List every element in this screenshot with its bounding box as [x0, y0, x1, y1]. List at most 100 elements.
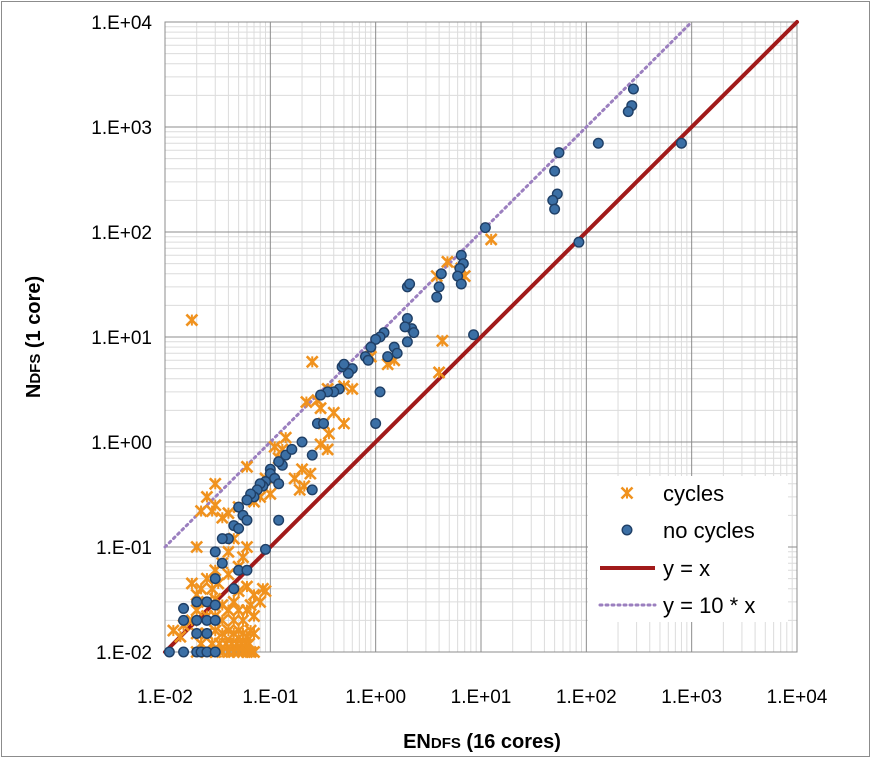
- no-cycles-point: [362, 354, 374, 366]
- cycles-point: [240, 540, 254, 554]
- no-cycles-point: [209, 546, 221, 558]
- no-cycles-point: [306, 484, 318, 496]
- no-cycles-point: [431, 291, 443, 303]
- cycles-point: [293, 483, 307, 497]
- no-cycles-point: [338, 358, 350, 370]
- legend: cycles no cycles y = x y = 10 * x: [588, 476, 788, 622]
- cycles-point: [299, 395, 313, 409]
- cycles-point: [173, 630, 187, 644]
- x-tick-label: 1.E+04: [767, 687, 828, 708]
- no-cycles-point: [315, 389, 327, 401]
- no-cycles-point: [163, 646, 175, 658]
- y-tick-label: 1.E+01: [91, 328, 152, 349]
- legend-label-yx: y = x: [663, 556, 710, 581]
- x-tick-label: 1.E+01: [451, 687, 512, 708]
- y-axis-label: NDFS (1 core): [23, 276, 45, 398]
- no-cycles-point: [241, 564, 253, 576]
- no-cycles-point: [404, 278, 416, 290]
- cycles-point: [337, 417, 351, 430]
- cycles-point: [432, 365, 446, 379]
- x-tick-label: 1.E+00: [345, 687, 406, 708]
- no-cycles-point: [549, 203, 561, 215]
- no-cycles-point: [455, 278, 467, 290]
- cycles-point: [303, 467, 317, 481]
- no-cycles-point: [191, 596, 203, 608]
- no-cycles-point: [627, 83, 639, 95]
- cycles-point: [322, 427, 336, 441]
- no-cycles-point: [382, 351, 394, 363]
- x-tick-label: 1.E-02: [137, 687, 193, 708]
- cycles-point: [435, 334, 449, 348]
- no-cycles-point: [273, 478, 285, 490]
- cycles-point: [200, 490, 214, 504]
- axis-label-text: EN: [403, 731, 431, 753]
- cycles-point: [305, 355, 319, 369]
- cycles-point: [259, 584, 272, 598]
- y-tick-labels: 1.E-02 1.E-01 1.E+00 1.E+01 1.E+02 1.E+03 1.E+…: [91, 13, 152, 664]
- no-cycles-point: [370, 333, 382, 345]
- cycles-point: [194, 504, 208, 518]
- no-cycles-point: [365, 341, 377, 353]
- no-cycles-point: [209, 614, 221, 626]
- no-cycles-point: [216, 533, 228, 545]
- no-cycles-points: [163, 83, 687, 658]
- y-tick-label: 1.E-02: [96, 643, 152, 664]
- no-cycles-point: [191, 628, 203, 640]
- legend-no-cycles-marker: [621, 524, 633, 536]
- axis-label-text: (16 cores): [461, 731, 561, 753]
- axis-label-subscript-text: DFS: [27, 354, 44, 384]
- cycles-point: [221, 567, 235, 581]
- no-cycles-point: [549, 165, 561, 177]
- x-tick-label: 1.E-01: [242, 687, 298, 708]
- cycles-point: [205, 504, 219, 518]
- cycles-point: [484, 232, 498, 246]
- cycles-point: [321, 442, 335, 456]
- cycles-point: [288, 471, 302, 485]
- legend-label-no-cycles: no cycles: [663, 518, 755, 543]
- x-tick-label: 1.E+02: [556, 687, 617, 708]
- no-cycles-point: [479, 222, 491, 234]
- no-cycles-point: [374, 386, 386, 398]
- cycles-point: [185, 313, 199, 327]
- no-cycles-point: [622, 106, 634, 118]
- no-cycles-point: [178, 602, 190, 614]
- legend-box: [588, 476, 788, 622]
- no-cycles-point: [306, 449, 318, 461]
- no-cycles-point: [573, 236, 585, 248]
- no-cycles-point: [370, 418, 382, 430]
- no-cycles-point: [209, 646, 221, 658]
- no-cycles-point: [401, 336, 413, 348]
- cycles-point: [253, 595, 267, 609]
- no-cycles-point: [435, 268, 447, 280]
- no-cycles-point: [228, 583, 240, 595]
- axis-label-subscript-text: DFS: [431, 735, 461, 752]
- cycles-point: [227, 613, 241, 627]
- no-cycles-point: [273, 514, 285, 526]
- cycles-point: [247, 609, 261, 623]
- no-cycles-point: [318, 418, 330, 430]
- cycles-point: [247, 645, 261, 659]
- cycles-point: [441, 255, 454, 269]
- cycles-point: [221, 545, 235, 559]
- no-cycles-point: [547, 194, 559, 206]
- cycles-point: [345, 382, 359, 396]
- no-cycles-point: [241, 514, 253, 526]
- no-cycles-point: [241, 494, 253, 506]
- no-cycles-point: [233, 501, 245, 513]
- cycles-point: [208, 477, 222, 491]
- cycles-point: [221, 603, 235, 617]
- y-tick-label: 1.E+04: [91, 13, 152, 34]
- cycles-point: [314, 401, 328, 415]
- no-cycles-point: [178, 646, 190, 658]
- legend-label-y10x: y = 10 * x: [663, 593, 755, 618]
- x-tick-labels: 1.E-02 1.E-01 1.E+00 1.E+01 1.E+02 1.E+03 1.E+…: [137, 687, 828, 708]
- cycles-point: [263, 487, 277, 501]
- cycles-point: [236, 613, 250, 627]
- x-tick-label: 1.E+03: [661, 687, 722, 708]
- cycles-point: [190, 540, 204, 554]
- no-cycles-point: [201, 628, 213, 640]
- y-equals-10x-line: [163, 20, 694, 549]
- axis-label-text: (1 core): [23, 276, 45, 354]
- no-cycles-point: [296, 436, 308, 448]
